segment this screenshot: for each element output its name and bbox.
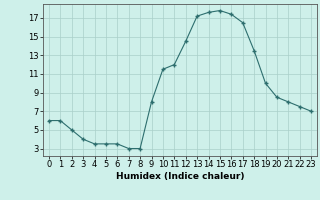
X-axis label: Humidex (Indice chaleur): Humidex (Indice chaleur) — [116, 172, 244, 181]
